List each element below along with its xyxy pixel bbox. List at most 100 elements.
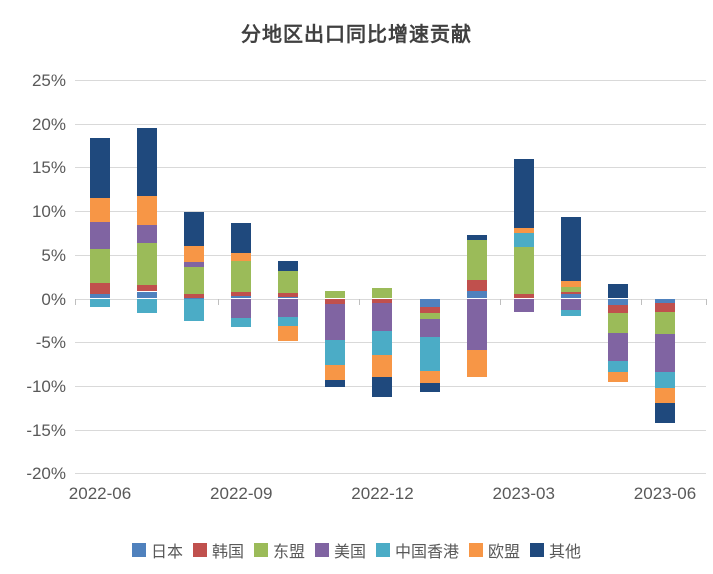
- bar-segment-韩国-2022-11: [325, 298, 346, 304]
- bar-segment-东盟-2023-02: [466, 240, 487, 281]
- bar-segment-韩国-2023-01: [419, 307, 440, 313]
- y-tick-label: 15%: [31, 158, 66, 178]
- bar-segment-中国香港-2022-06: [90, 298, 110, 308]
- legend-item: 美国: [314, 538, 366, 562]
- bar-segment-东盟-2023-05: [607, 312, 628, 334]
- bar-segment-日本-2022-07: [137, 291, 158, 299]
- bar-segment-欧盟-2022-07: [137, 196, 158, 226]
- bar-segment-东盟-2022-11: [325, 290, 346, 299]
- bar-segment-东盟-2023-06: [654, 312, 675, 335]
- gridline: [75, 167, 706, 169]
- legend-swatch: [131, 543, 146, 557]
- bar-segment-东盟-2022-06: [90, 249, 110, 284]
- gridline: [75, 123, 706, 125]
- x-tick-label: 2022-09: [210, 484, 273, 503]
- axis-tick: [358, 298, 360, 305]
- y-tick-label: -10%: [26, 376, 66, 396]
- y-tick-label: 20%: [31, 114, 66, 134]
- bar-segment-东盟-2023-04: [560, 286, 581, 292]
- bar-segment-其他-2022-12: [372, 377, 393, 397]
- bar-segment-东盟-2022-09: [231, 260, 252, 292]
- legend-swatch: [376, 543, 390, 557]
- y-tick-label: 5%: [41, 245, 66, 265]
- bar-segment-中国香港-2023-01: [419, 336, 440, 372]
- bar-segment-韩国-2023-02: [466, 280, 487, 291]
- bar-segment-美国-2022-12: [372, 303, 393, 331]
- legend-label: 中国香港: [395, 544, 460, 561]
- x-tick-label: 2023-06: [633, 484, 697, 503]
- bar-segment-其他-2023-06: [654, 402, 675, 424]
- bar-segment-日本-2023-04: [560, 293, 581, 299]
- bar-segment-美国-2023-04: [560, 298, 581, 310]
- legend-label: 欧盟: [488, 544, 521, 561]
- bar-segment-其他-2023-03: [513, 159, 534, 229]
- bar-segment-日本-2023-05: [607, 298, 628, 305]
- bar-segment-中国香港-2023-03: [513, 232, 534, 248]
- bar-segment-中国香港-2022-09: [231, 317, 252, 328]
- legend-label: 美国: [333, 544, 366, 561]
- bar-segment-东盟-2022-07: [137, 243, 158, 286]
- bar-segment-中国香港-2022-10: [278, 316, 299, 326]
- bar-segment-东盟-2023-03: [513, 247, 534, 295]
- bar-segment-东盟-2022-08: [184, 266, 205, 294]
- bar-segment-韩国-2022-10: [278, 292, 299, 298]
- bar-segment-美国-2023-05: [607, 333, 628, 362]
- axis-tick: [706, 298, 707, 305]
- bar-segment-东盟-2022-12: [372, 288, 393, 299]
- gridline: [75, 473, 706, 475]
- bar-segment-东盟-2022-10: [278, 271, 299, 293]
- legend-item: 韩国: [192, 538, 244, 562]
- bar-segment-欧盟-2023-05: [607, 371, 628, 383]
- axis-tick: [500, 298, 502, 305]
- bar-segment-欧盟-2023-06: [654, 388, 675, 403]
- bar-segment-欧盟-2022-12: [372, 355, 393, 378]
- bar-segment-韩国-2023-06: [654, 303, 675, 313]
- chart-title: 分地区出口同比增速贡献: [241, 24, 472, 46]
- bar-segment-美国-2022-11: [325, 303, 346, 341]
- bar-segment-其他-2022-11: [325, 380, 346, 387]
- gridline: [75, 254, 706, 256]
- bar-segment-日本-2023-02: [466, 290, 487, 299]
- bar-segment-其他-2023-02: [466, 234, 487, 241]
- legend-item: 其他: [530, 538, 581, 562]
- bar-segment-中国香港-2023-04: [560, 309, 581, 316]
- bar-segment-美国-2022-09: [231, 298, 252, 318]
- legend-item: 欧盟: [469, 538, 520, 562]
- bar-segment-韩国-2022-09: [231, 291, 252, 296]
- bar-segment-欧盟-2023-03: [513, 228, 534, 233]
- bar-segment-韩国-2022-06: [90, 283, 110, 295]
- axis-tick: [217, 298, 219, 305]
- bar-segment-其他-2023-01: [419, 382, 440, 393]
- bar-segment-美国-2022-10: [278, 298, 299, 317]
- bar-segment-中国香港-2022-08: [184, 298, 205, 322]
- bar-segment-欧盟-2022-09: [231, 253, 252, 261]
- bar-segment-日本-2022-09: [231, 295, 252, 299]
- bar-segment-其他-2022-08: [184, 212, 205, 246]
- bar-segment-欧盟-2023-04: [560, 280, 581, 287]
- y-tick-label: -20%: [26, 464, 66, 484]
- legend-label: 东盟: [272, 544, 305, 561]
- bar-segment-韩国-2023-03: [513, 294, 534, 299]
- bar-segment-其他-2022-09: [231, 223, 252, 254]
- bar-segment-韩国-2022-12: [372, 298, 393, 304]
- bar-segment-其他-2022-06: [90, 138, 110, 199]
- bar-segment-其他-2022-07: [137, 127, 158, 197]
- bar-segment-美国-2023-02: [466, 298, 487, 351]
- bar-segment-美国-2022-07: [137, 225, 158, 243]
- bar-segment-中国香港-2022-07: [137, 298, 158, 314]
- y-tick-label: -15%: [26, 420, 66, 440]
- bar-segment-欧盟-2023-02: [466, 350, 487, 377]
- bar-segment-欧盟-2022-08: [184, 245, 205, 263]
- bar-segment-韩国-2022-07: [137, 285, 158, 292]
- y-tick-label: 0%: [41, 289, 66, 309]
- x-tick-label: 2022-06: [68, 484, 132, 503]
- legend-label: 其他: [549, 544, 582, 561]
- gridline: [75, 80, 706, 81]
- legend-item: 中国香港: [376, 538, 459, 562]
- legend-label: 韩国: [211, 544, 244, 561]
- legend-swatch: [314, 543, 329, 557]
- bar-segment-美国-2023-01: [419, 318, 440, 337]
- bar-segment-美国-2023-03: [513, 298, 534, 312]
- bar-segment-中国香港-2023-05: [607, 361, 628, 372]
